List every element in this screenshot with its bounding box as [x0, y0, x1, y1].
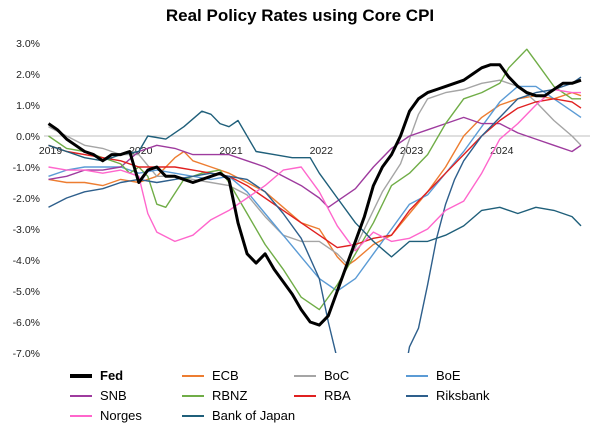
y-tick-label: 2.0% [16, 69, 40, 81]
legend-swatch [294, 394, 316, 397]
legend-item-boc: BoC [294, 368, 349, 383]
y-tick-label: -2.0% [13, 193, 40, 205]
legend-swatch [182, 414, 204, 417]
legend-label: ECB [212, 368, 239, 383]
x-tick-label: 2024 [490, 145, 514, 157]
legend-label: RBNZ [212, 388, 248, 403]
series-line-riksbank [48, 76, 582, 353]
legend-item-rbnz: RBNZ [182, 388, 247, 403]
y-tick-label: -5.0% [13, 286, 40, 298]
chart-plot: 3.0% 2.0% 1.0% 0.0% -1.0% -2.0% -3.0% -4.0% -5.0… [13, 38, 590, 360]
legend-label: RBA [324, 388, 351, 403]
legend-item-riksbank: Riksbank [406, 388, 489, 403]
y-tick-label: -6.0% [13, 317, 40, 329]
legend-item-rba: RBA [294, 388, 351, 403]
y-tick-label: 3.0% [16, 38, 40, 50]
x-tick-label: 2019 [39, 145, 63, 157]
legend-label: SNB [100, 388, 127, 403]
legend-swatch [406, 394, 428, 397]
series-line-rba [48, 98, 582, 249]
legend-swatch [406, 374, 428, 377]
series-line-snb [48, 116, 582, 208]
series-line-fed [47, 63, 582, 327]
y-tick-label: -7.0% [13, 348, 40, 360]
legend-swatch [182, 394, 204, 397]
legend-item-boe: BoE [406, 368, 461, 383]
y-tick-label: 0.0% [16, 131, 40, 143]
legend-swatch [294, 374, 316, 377]
chart-title: Real Policy Rates using Core CPI [165, 6, 435, 25]
legend-swatch [182, 374, 204, 377]
legend-swatch [70, 394, 92, 397]
legend-swatch [70, 373, 92, 378]
series-line-bank-of-japan [48, 110, 582, 258]
legend-label: Fed [100, 368, 124, 383]
series-line-ecb [48, 91, 582, 267]
legend-item-ecb: ECB [182, 368, 239, 383]
legend-label: Riksbank [436, 388, 490, 403]
legend-item-fed: Fed [70, 368, 123, 383]
y-tick-label: 1.0% [16, 100, 40, 112]
legend-label: BoC [324, 368, 350, 383]
legend-item-snb: SNB [70, 388, 127, 403]
legend-label: BoE [436, 368, 461, 383]
legend-label: Norges [100, 408, 142, 423]
legend-swatch [70, 414, 92, 417]
series-line-boe [48, 85, 582, 292]
legend-item-norges: Norges [70, 408, 142, 423]
legend-item-bank-of-japan: Bank of Japan [182, 408, 295, 423]
series-line-boc [48, 79, 582, 264]
y-tick-label: -4.0% [13, 255, 40, 267]
series-line-rbnz [48, 48, 581, 311]
y-tick-label: -3.0% [13, 224, 40, 236]
y-tick-label: -1.0% [13, 162, 40, 174]
x-tick-label: 2022 [310, 145, 334, 157]
legend-label: Bank of Japan [212, 408, 296, 423]
